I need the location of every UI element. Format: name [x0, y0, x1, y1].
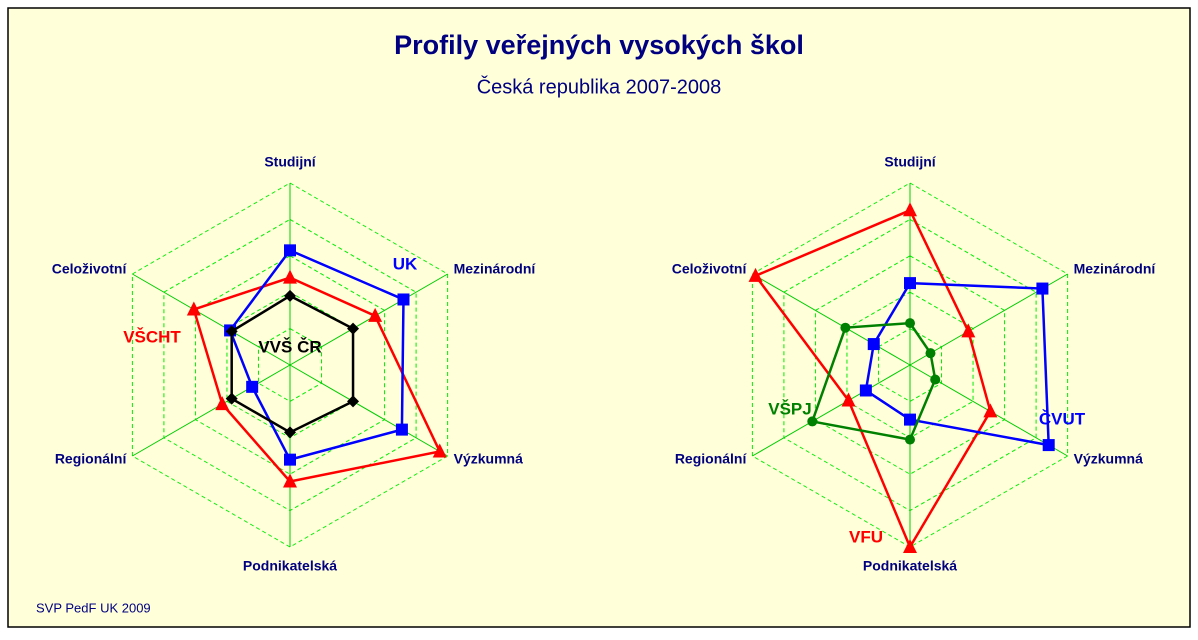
- category-label: Regionální: [675, 451, 748, 467]
- marker: [904, 277, 916, 290]
- chart-subtitle: Česká republika 2007-2008: [477, 75, 722, 98]
- category-label: Studijní: [884, 154, 936, 170]
- marker: [841, 392, 856, 407]
- marker: [432, 443, 447, 458]
- marker: [903, 202, 917, 217]
- series-label: ČVUT: [1039, 409, 1086, 428]
- series-label: VVŠ ČR: [258, 337, 321, 356]
- marker: [284, 244, 296, 257]
- marker: [283, 473, 297, 488]
- category-label: Výzkumná: [1074, 451, 1143, 467]
- category-label: Mezinárodní: [454, 261, 537, 277]
- marker: [368, 307, 383, 322]
- category-label: Regionální: [55, 451, 128, 467]
- axis-line: [289, 273, 448, 366]
- marker: [961, 323, 976, 338]
- chart-title: Profily veřejných vysokých škol: [394, 30, 804, 60]
- marker: [225, 392, 238, 405]
- footer: SVP PedF UK 2009: [36, 600, 151, 615]
- marker: [840, 322, 851, 333]
- category-label: Celoživotní: [52, 261, 128, 277]
- marker: [1036, 282, 1049, 295]
- frame: [7, 7, 1191, 628]
- marker: [284, 426, 296, 439]
- category-label: Celoživotní: [672, 261, 748, 277]
- marker: [867, 338, 880, 351]
- marker: [347, 395, 360, 408]
- marker: [904, 413, 916, 426]
- marker: [905, 434, 915, 445]
- marker: [807, 416, 818, 427]
- marker: [903, 539, 917, 553]
- marker: [395, 423, 408, 436]
- category-label: Studijní: [264, 154, 316, 170]
- marker: [1042, 439, 1055, 452]
- series-label: VFU: [849, 527, 883, 546]
- series-label: VŠCHT: [123, 327, 181, 346]
- marker: [983, 403, 998, 418]
- marker: [925, 348, 936, 359]
- category-label: Podnikatelská: [243, 558, 337, 574]
- category-label: Mezinárodní: [1074, 261, 1157, 277]
- marker: [748, 267, 763, 282]
- marker: [284, 289, 296, 302]
- axis-line: [132, 364, 291, 457]
- axis-line: [752, 364, 911, 457]
- marker: [225, 325, 238, 338]
- axis-line: [752, 273, 911, 366]
- marker: [283, 269, 297, 284]
- marker: [397, 293, 410, 306]
- marker: [186, 301, 201, 316]
- marker: [905, 318, 915, 329]
- series-label: VŠPJ: [768, 399, 811, 418]
- axis-line: [289, 364, 448, 457]
- series-label: UK: [393, 254, 418, 273]
- marker: [930, 374, 941, 385]
- marker: [284, 453, 296, 466]
- marker: [347, 322, 360, 335]
- marker: [246, 380, 259, 393]
- category-label: Podnikatelská: [863, 558, 957, 574]
- category-label: Výzkumná: [454, 451, 523, 467]
- marker: [859, 384, 872, 397]
- marker: [215, 396, 230, 411]
- axis-line: [132, 273, 291, 366]
